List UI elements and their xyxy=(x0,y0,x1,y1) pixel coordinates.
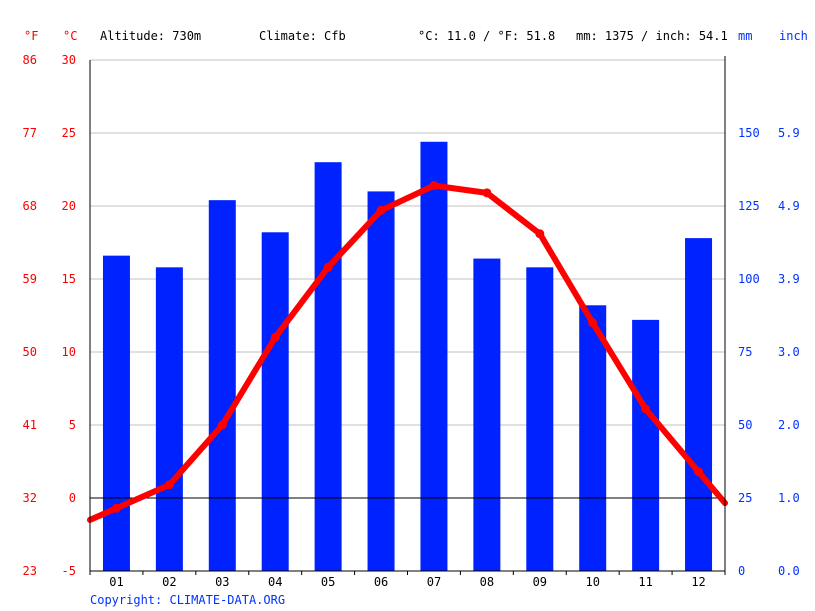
precipitation-bar xyxy=(473,258,501,571)
precipitation-bar xyxy=(420,141,448,571)
temperature-point xyxy=(376,205,386,215)
precipitation-bars xyxy=(102,141,713,571)
precipitation-bar xyxy=(526,267,554,571)
month-label: 04 xyxy=(268,575,282,589)
celsius-tick-label: 10 xyxy=(62,345,76,359)
fahrenheit-tick-label: 50 xyxy=(23,345,37,359)
celsius-tick-label: 5 xyxy=(69,418,76,432)
inch-tick-label: 5.9 xyxy=(778,126,800,140)
fahrenheit-tick-label: 68 xyxy=(23,199,37,213)
precipitation-bar xyxy=(579,305,607,571)
precipitation-bar xyxy=(208,200,236,571)
average-temperature-text: °C: 11.0 / °F: 51.8 xyxy=(418,29,555,43)
temperature-point xyxy=(482,188,492,198)
temperature-point xyxy=(217,420,227,430)
temperature-series-line xyxy=(87,182,728,523)
mm-tick-label: 50 xyxy=(738,418,752,432)
axes xyxy=(89,56,726,575)
fahrenheit-tick-label: 77 xyxy=(23,126,37,140)
inch-tick-label: 2.0 xyxy=(778,418,800,432)
month-label: 02 xyxy=(162,575,176,589)
celsius-tick-label: 15 xyxy=(62,272,76,286)
temperature-point xyxy=(535,229,545,239)
precipitation-bar xyxy=(632,319,660,571)
fahrenheit-tick-label: 23 xyxy=(23,564,37,578)
precipitation-bar xyxy=(155,267,183,571)
mm-tick-label: 25 xyxy=(738,491,752,505)
celsius-tick-label: 20 xyxy=(62,199,76,213)
mm-unit-label: mm xyxy=(738,29,752,43)
month-label: 08 xyxy=(480,575,494,589)
temperature-line xyxy=(87,181,728,523)
temperature-point xyxy=(164,480,174,490)
temperature-point xyxy=(429,181,439,191)
month-label: 12 xyxy=(691,575,705,589)
mm-tick-label: 150 xyxy=(738,126,760,140)
precipitation-bar xyxy=(261,232,289,571)
month-label: 09 xyxy=(533,575,547,589)
inch-tick-label: 3.9 xyxy=(778,272,800,286)
mm-tick-label: 0 xyxy=(738,564,745,578)
temperature-point xyxy=(588,318,598,328)
altitude-text: Altitude: 730m xyxy=(100,29,201,43)
month-label: 01 xyxy=(109,575,123,589)
celsius-tick-label: -5 xyxy=(62,564,76,578)
mm-tick-label: 100 xyxy=(738,272,760,286)
fahrenheit-unit-label: °F xyxy=(24,29,38,43)
mm-tick-label: 75 xyxy=(738,345,752,359)
temperature-point xyxy=(323,262,333,272)
inch-tick-label: 4.9 xyxy=(778,199,800,213)
temperature-point xyxy=(641,404,651,414)
climate-class-text: Climate: Cfb xyxy=(259,29,346,43)
temperature-point xyxy=(694,467,704,477)
inch-tick-label: 0.0 xyxy=(778,564,800,578)
month-label: 10 xyxy=(585,575,599,589)
inch-unit-label: inch xyxy=(779,29,808,43)
precipitation-bar xyxy=(102,255,130,571)
month-label: 03 xyxy=(215,575,229,589)
fahrenheit-tick-label: 41 xyxy=(23,418,37,432)
month-label: 06 xyxy=(374,575,388,589)
mm-tick-label: 125 xyxy=(738,199,760,213)
month-label: 11 xyxy=(638,575,652,589)
copyright-text: Copyright: CLIMATE-DATA.ORG xyxy=(90,593,285,607)
month-label: 05 xyxy=(321,575,335,589)
precipitation-bar xyxy=(367,191,395,571)
temperature-point xyxy=(270,332,280,342)
celsius-unit-label: °C xyxy=(63,29,77,43)
temperature-point xyxy=(111,503,121,513)
fahrenheit-tick-label: 59 xyxy=(23,272,37,286)
precipitation-bar xyxy=(685,238,713,571)
month-label: 07 xyxy=(427,575,441,589)
inch-tick-label: 3.0 xyxy=(778,345,800,359)
fahrenheit-tick-label: 86 xyxy=(23,53,37,67)
precipitation-bar xyxy=(314,162,342,571)
annual-precipitation-text: mm: 1375 / inch: 54.1 xyxy=(576,29,728,43)
inch-tick-label: 1.0 xyxy=(778,491,800,505)
celsius-tick-label: 25 xyxy=(62,126,76,140)
grid-lines xyxy=(90,59,725,426)
celsius-tick-label: 0 xyxy=(69,491,76,505)
celsius-tick-label: 30 xyxy=(62,53,76,67)
tick-labels: 23 -5 32 0 41 5 50 10 59 15 68 20 77 25 86 30 0 0.0 25 1.0 5… xyxy=(23,53,800,589)
fahrenheit-tick-label: 32 xyxy=(23,491,37,505)
